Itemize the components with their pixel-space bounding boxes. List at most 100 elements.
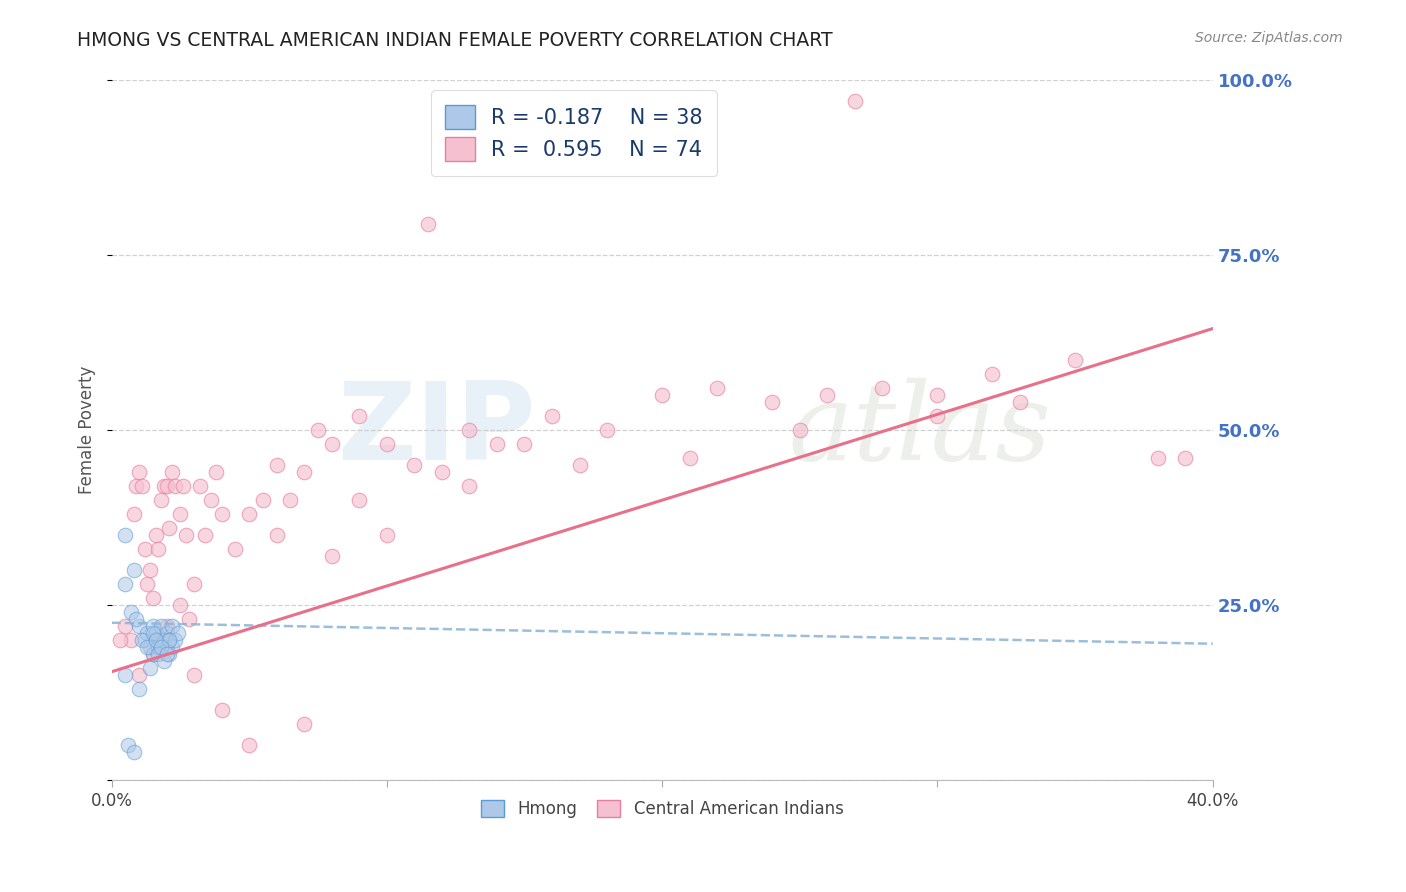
Point (142, 591, 165, 606)
Point (142, 647, 165, 661)
Point (163, 479, 186, 493)
Point (1064, 353, 1087, 368)
Point (321, 549, 343, 564)
Point (458, 423, 481, 437)
Point (485, 437, 508, 451)
Point (153, 479, 176, 493)
Point (205, 465, 228, 479)
Point (125, 479, 148, 493)
Point (292, 465, 315, 479)
Point (430, 465, 453, 479)
Text: ZIP: ZIP (337, 377, 536, 483)
Point (183, 668, 205, 682)
Point (108, 633, 131, 648)
Point (513, 437, 536, 451)
Point (155, 640, 177, 655)
Point (266, 458, 288, 472)
Text: atlas: atlas (789, 377, 1052, 483)
Point (136, 640, 159, 655)
Point (927, 388, 949, 402)
Point (125, 612, 148, 626)
Point (211, 703, 233, 717)
Point (139, 661, 162, 675)
Point (163, 633, 186, 648)
Point (280, 493, 302, 508)
Point (844, 94, 866, 108)
Point (150, 640, 173, 655)
Point (120, 605, 142, 619)
Point (266, 528, 288, 542)
Point (157, 633, 180, 648)
Point (815, 388, 838, 402)
Point (117, 739, 139, 753)
Point (1174, 451, 1197, 466)
Point (458, 479, 481, 493)
Point (596, 423, 619, 437)
Text: HMONG VS CENTRAL AMERICAN INDIAN FEMALE POVERTY CORRELATION CHART: HMONG VS CENTRAL AMERICAN INDIAN FEMALE … (77, 31, 832, 50)
Point (128, 619, 150, 633)
Point (761, 395, 783, 409)
Point (194, 528, 217, 542)
Point (136, 626, 159, 640)
Point (789, 423, 811, 437)
Point (145, 633, 167, 648)
Text: Source: ZipAtlas.com: Source: ZipAtlas.com (1195, 31, 1343, 45)
Point (541, 409, 564, 424)
Point (183, 577, 205, 591)
Point (211, 507, 233, 521)
Point (174, 528, 197, 542)
Point (568, 458, 591, 472)
Point (122, 563, 145, 577)
Point (307, 423, 329, 437)
Point (169, 598, 191, 612)
Point (238, 507, 260, 521)
Point (142, 647, 165, 661)
Point (177, 612, 200, 626)
Point (418, 217, 440, 231)
Point (155, 647, 177, 661)
Point (404, 458, 426, 472)
Point (166, 626, 188, 640)
Point (981, 367, 1004, 381)
Point (679, 451, 702, 466)
Point (155, 619, 177, 633)
Y-axis label: Female Poverty: Female Poverty (79, 366, 96, 494)
Point (375, 437, 398, 451)
Legend: Hmong, Central American Indians: Hmong, Central American Indians (474, 793, 851, 824)
Point (292, 717, 315, 731)
Point (150, 619, 173, 633)
Point (252, 493, 274, 508)
Point (128, 465, 150, 479)
Point (375, 528, 398, 542)
Point (238, 739, 260, 753)
Point (120, 633, 142, 648)
Point (651, 388, 673, 402)
Point (157, 633, 180, 648)
Point (155, 626, 177, 640)
Point (321, 437, 343, 451)
Point (122, 507, 145, 521)
Point (200, 493, 222, 508)
Point (145, 626, 167, 640)
Point (139, 640, 162, 655)
Point (169, 507, 191, 521)
Point (153, 633, 176, 648)
Point (157, 647, 180, 661)
Point (155, 479, 177, 493)
Point (160, 465, 183, 479)
Point (148, 640, 170, 655)
Point (157, 521, 180, 535)
Point (872, 381, 894, 395)
Point (150, 633, 173, 648)
Point (349, 409, 371, 424)
Point (114, 528, 136, 542)
Point (150, 493, 173, 508)
Point (224, 542, 246, 557)
Point (142, 626, 165, 640)
Point (160, 640, 183, 655)
Point (122, 745, 145, 759)
Point (142, 619, 165, 633)
Point (134, 633, 156, 648)
Point (1146, 451, 1168, 466)
Point (160, 619, 183, 633)
